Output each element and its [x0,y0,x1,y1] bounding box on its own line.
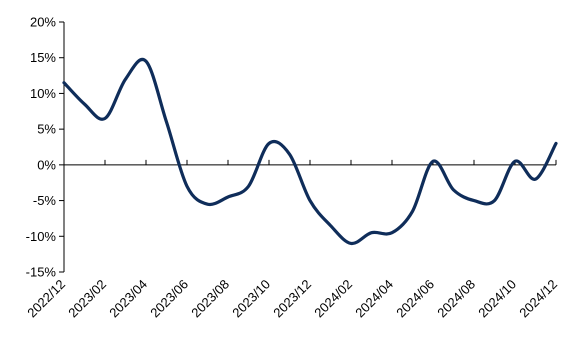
y-tick-label: -10% [26,229,57,244]
x-tick-label: 2024/06 [393,277,437,321]
x-tick-label: 2024/10 [475,277,519,321]
x-tick-label: 2024/08 [434,277,478,321]
x-tick-label: 2023/04 [106,277,150,321]
x-tick-label: 2022/12 [24,277,68,321]
y-tick-label: -5% [33,193,57,208]
series-line-0 [62,58,558,246]
x-tick-label: 2024/02 [311,277,355,321]
y-tick-label: -15% [26,265,57,280]
x-tick-label: 2023/08 [188,277,232,321]
x-tick-label: 2024/12 [516,277,560,321]
y-axis: 20% 15% 10% 5% 0% -5% -10% -15% [26,15,65,280]
x-tick-label: 2023/10 [229,277,273,321]
y-tick-label: 10% [30,86,56,101]
y-tick-label: 0% [37,157,56,172]
y-tick-label: 20% [30,15,56,30]
x-axis: 2022/122023/022023/042023/062023/082023/… [24,159,560,321]
x-tick-label: 2023/12 [270,277,314,321]
series-layer [62,58,558,246]
y-tick-label: 15% [30,50,56,65]
x-tick-label: 2024/04 [352,277,396,321]
x-tick-label: 2023/02 [65,277,109,321]
x-tick-label: 2023/06 [147,277,191,321]
y-tick-label: 5% [37,122,56,137]
